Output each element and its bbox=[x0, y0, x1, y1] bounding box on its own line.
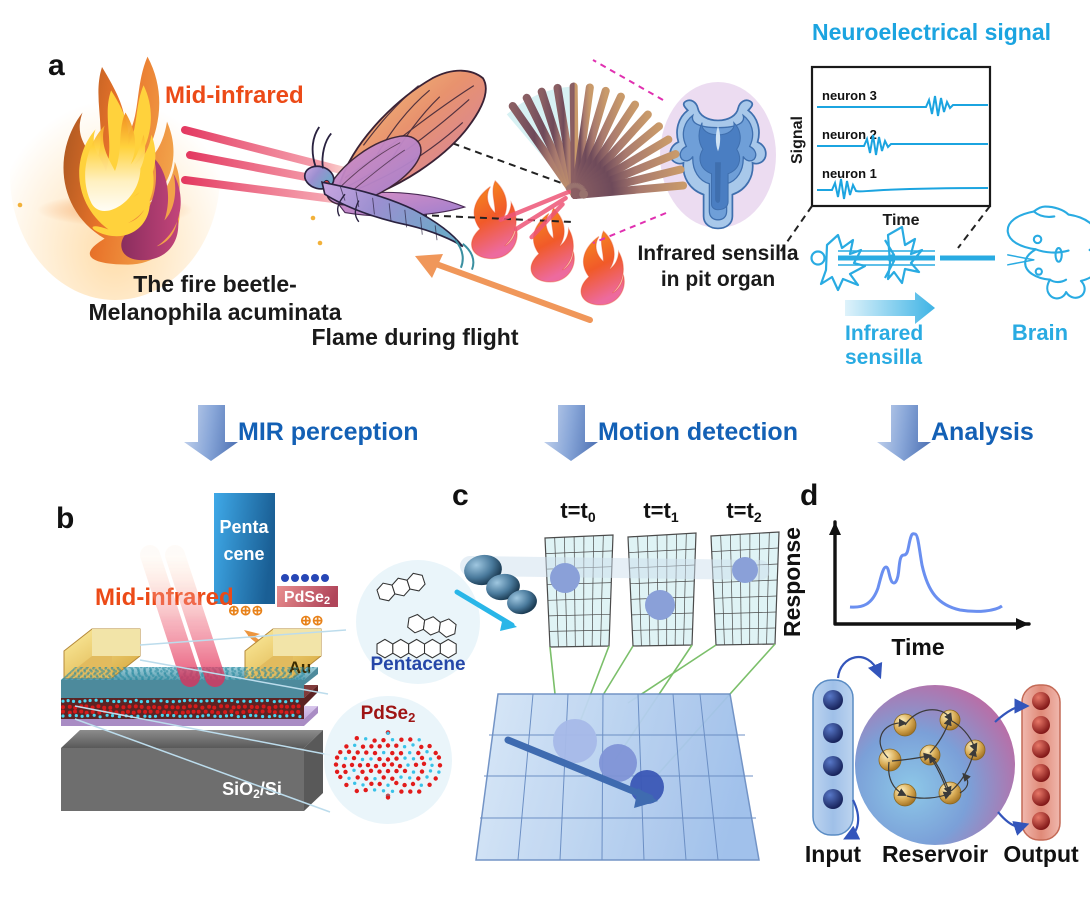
svg-text:Input: Input bbox=[805, 841, 862, 867]
svg-text:Time: Time bbox=[891, 634, 944, 660]
svg-text:Reservoir: Reservoir bbox=[882, 841, 988, 867]
svg-text:Response: Response bbox=[779, 527, 805, 637]
svg-text:Output: Output bbox=[1003, 841, 1079, 867]
